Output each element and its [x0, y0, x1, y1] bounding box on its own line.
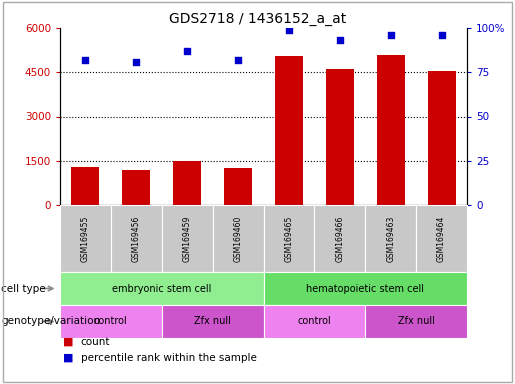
Text: GDS2718 / 1436152_a_at: GDS2718 / 1436152_a_at: [169, 12, 346, 26]
Text: embryonic stem cell: embryonic stem cell: [112, 283, 212, 293]
Point: [81, 57, 90, 63]
Point: [285, 27, 293, 33]
Text: GSM169466: GSM169466: [335, 215, 345, 262]
Point: [336, 37, 344, 43]
Text: GSM169464: GSM169464: [437, 215, 446, 262]
Text: GSM169455: GSM169455: [81, 215, 90, 262]
Text: count: count: [81, 337, 110, 347]
Text: control: control: [94, 316, 128, 326]
Bar: [72, 167, 99, 205]
Bar: [326, 69, 354, 205]
Point: [437, 32, 445, 38]
Text: control: control: [298, 316, 331, 326]
Text: hematopoietic stem cell: hematopoietic stem cell: [306, 283, 424, 293]
Text: percentile rank within the sample: percentile rank within the sample: [81, 353, 256, 363]
Point: [387, 32, 395, 38]
Bar: [123, 170, 150, 205]
Text: Zfx null: Zfx null: [398, 316, 435, 326]
Point: [183, 48, 191, 54]
Text: cell type: cell type: [1, 283, 46, 293]
Bar: [376, 55, 405, 205]
Text: GSM169465: GSM169465: [284, 215, 294, 262]
Text: genotype/variation: genotype/variation: [1, 316, 100, 326]
Bar: [173, 161, 201, 205]
Text: ■: ■: [63, 353, 73, 363]
Bar: [224, 167, 252, 205]
Point: [132, 58, 141, 65]
Text: ■: ■: [63, 337, 73, 347]
Bar: [275, 56, 303, 205]
Text: GSM169459: GSM169459: [183, 215, 192, 262]
Bar: [427, 71, 456, 205]
Text: GSM169456: GSM169456: [132, 215, 141, 262]
Text: Zfx null: Zfx null: [194, 316, 231, 326]
Text: GSM169463: GSM169463: [386, 215, 395, 262]
Text: GSM169460: GSM169460: [234, 215, 243, 262]
Point: [234, 57, 242, 63]
